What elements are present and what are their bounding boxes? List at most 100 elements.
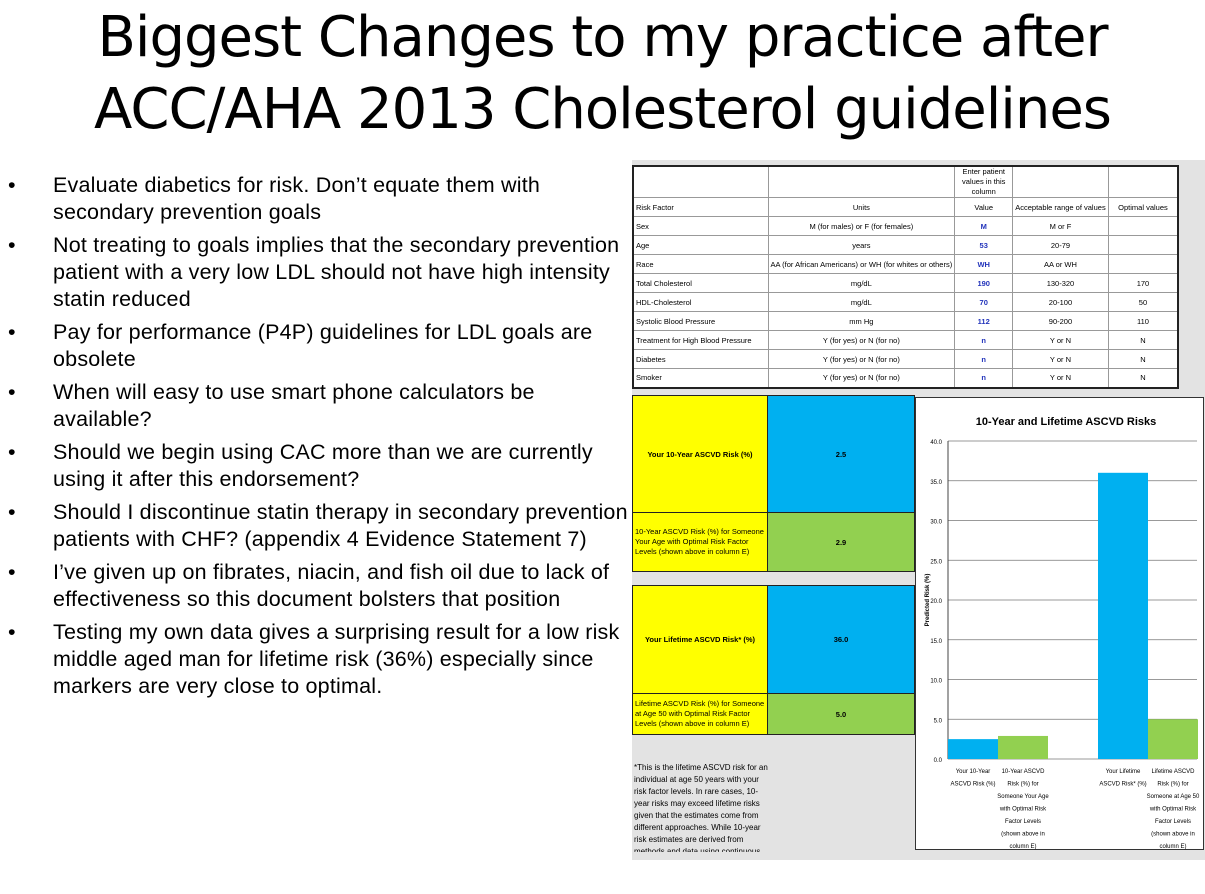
optimal-cell: N — [1107, 368, 1179, 388]
header-value: Value — [954, 197, 1014, 217]
table-row: Race AA (for African Americans) or WH (fo… — [632, 254, 1179, 274]
header-units: Units — [767, 197, 956, 217]
y-tick-label: 20.0 — [930, 599, 942, 605]
risk-factor-cell: Race — [632, 254, 769, 274]
units-cell: AA (for African Americans) or WH (for wh… — [767, 254, 956, 274]
bar — [1148, 719, 1198, 759]
table-row: Sex M (for males) or F (for females) M M or… — [632, 216, 1179, 236]
units-cell: years — [767, 235, 956, 255]
optimal-cell: 170 — [1107, 273, 1179, 293]
bullet-icon: • — [8, 320, 16, 344]
value-input-cell[interactable]: 70 — [954, 292, 1014, 312]
units-cell: mg/dL — [767, 292, 956, 312]
units-cell: Y (for yes) or N (for no) — [767, 349, 956, 369]
bullet-text: Not treating to goals implies that the s… — [53, 233, 620, 311]
risk-factor-cell: Total Cholesterol — [632, 273, 769, 293]
value-input-cell[interactable]: 53 — [954, 235, 1014, 255]
bullet-text: Testing my own data gives a surprising r… — [53, 620, 620, 698]
bar — [948, 739, 998, 759]
bullet-item: • Pay for performance (P4P) guidelines fo… — [8, 319, 628, 373]
y-tick-label: 15.0 — [930, 639, 942, 645]
risk-factor-cell: Treatment for High Blood Pressure — [632, 330, 769, 350]
bullet-text: Evaluate diabetics for risk. Don’t equat… — [53, 173, 541, 224]
optimal-cell — [1107, 235, 1179, 255]
y-axis-label: Predicted Risk (%) — [925, 574, 931, 627]
bullet-icon: • — [8, 560, 16, 584]
value-input-cell[interactable]: 190 — [954, 273, 1014, 293]
value-input-cell[interactable]: 112 — [954, 311, 1014, 331]
units-cell: Y (for yes) or N (for no) — [767, 330, 956, 350]
risk-factor-cell: Systolic Blood Pressure — [632, 311, 769, 331]
result-value-lifetime[interactable]: 36.0 — [767, 585, 915, 694]
table-row: HDL-Cholesterol mg/dL 70 20-100 50 — [632, 292, 1179, 312]
value-input-cell[interactable]: n — [954, 330, 1014, 350]
range-cell: 130-320 — [1012, 273, 1109, 293]
value-input-cell[interactable]: WH — [954, 254, 1014, 274]
bar — [998, 735, 1048, 759]
chart-title: 10-Year and Lifetime ASCVD Risks — [976, 416, 1157, 428]
result-value-10yr-optimal[interactable]: 2.9 — [767, 512, 915, 572]
risk-factor-cell: Age — [632, 235, 769, 255]
value-input-cell[interactable]: n — [954, 368, 1014, 388]
table-row: Systolic Blood Pressure mm Hg 112 90-200 110 — [632, 311, 1179, 331]
table-row: Age years 53 20-79 — [632, 235, 1179, 255]
bullet-list: • Evaluate diabetics for risk. Don’t equa… — [8, 172, 628, 706]
range-cell: 20-100 — [1012, 292, 1109, 312]
x-tick-label: Lifetime ASCVD Risk (%) for Someone at Age… — [1147, 769, 1200, 849]
y-tick-label: 35.0 — [930, 480, 942, 486]
table-row: Treatment for High Blood Pressure Y (for … — [632, 330, 1179, 350]
y-tick-label: 40.0 — [930, 440, 942, 446]
header-risk-factor: Risk Factor — [632, 197, 769, 217]
result-label-10yr: Your 10-Year ASCVD Risk (%) — [632, 395, 768, 513]
x-tick-label: Your Lifetime ASCVD Risk* (%) — [1099, 769, 1146, 788]
bullet-item: • I’ve given up on fibrates, niacin, and … — [8, 559, 628, 613]
bullet-item: • Should we begin using CAC more than we … — [8, 439, 628, 493]
bullet-icon: • — [8, 233, 16, 257]
bullet-item: • Testing my own data gives a surprising … — [8, 619, 628, 700]
bullet-item: • Evaluate diabetics for risk. Don’t equa… — [8, 172, 628, 226]
value-input-cell[interactable]: n — [954, 349, 1014, 369]
bullet-icon: • — [8, 620, 16, 644]
result-label-lifetime: Your Lifetime ASCVD Risk* (%) — [632, 585, 768, 694]
optimal-cell: N — [1107, 330, 1179, 350]
y-tick-label: 0.0 — [934, 758, 943, 764]
bullet-text: Should I discontinue statin therapy in s… — [53, 500, 628, 551]
units-cell: mg/dL — [767, 273, 956, 293]
units-cell: mm Hg — [767, 311, 956, 331]
bullet-icon: • — [8, 173, 16, 197]
bullet-item: • When will easy to use smart phone calcu… — [8, 379, 628, 433]
value-input-cell[interactable]: M — [954, 216, 1014, 236]
table-row: Diabetes Y (for yes) or N (for no) n Y or N… — [632, 349, 1179, 369]
risk-factor-cell: HDL-Cholesterol — [632, 292, 769, 312]
range-cell: 20-79 — [1012, 235, 1109, 255]
bullet-text: Pay for performance (P4P) guidelines for… — [53, 320, 593, 371]
bar — [1098, 472, 1148, 759]
y-tick-label: 5.0 — [934, 718, 943, 724]
bullet-icon: • — [8, 500, 16, 524]
y-tick-label: 10.0 — [930, 679, 942, 685]
result-value-10yr[interactable]: 2.5 — [767, 395, 915, 513]
range-cell: M or F — [1012, 216, 1109, 236]
range-cell: Y or N — [1012, 330, 1109, 350]
risk-factor-cell: Smoker — [632, 368, 769, 388]
range-cell: 90-200 — [1012, 311, 1109, 331]
header-range: Acceptable range of values — [1012, 197, 1109, 217]
y-tick-label: 30.0 — [930, 520, 942, 526]
result-value-lifetime-optimal[interactable]: 5.0 — [767, 693, 915, 735]
x-tick-label: Your 10-Year ASCVD Risk (%) — [950, 769, 995, 788]
range-cell: AA or WH — [1012, 254, 1109, 274]
risk-chart: 10-Year and Lifetime ASCVD Risks 0.0 5.0 10… — [915, 397, 1204, 850]
x-tick-label: 10-Year ASCVD Risk (%) for Someone Your Ag… — [997, 769, 1049, 849]
result-label-10yr-optimal: 10-Year ASCVD Risk (%) for Someone Your … — [632, 512, 768, 572]
title-line-2: ACC/AHA 2013 Cholesterol guidelines — [94, 77, 1112, 142]
bullet-icon: • — [8, 380, 16, 404]
table-row: Total Cholesterol mg/dL 190 130-320 170 — [632, 273, 1179, 293]
risk-factor-cell: Diabetes — [632, 349, 769, 369]
bullet-item: • Should I discontinue statin therapy in … — [8, 499, 628, 553]
enter-values-note: Enter patient values in this column — [954, 165, 1014, 198]
bullet-icon: • — [8, 440, 16, 464]
risk-factor-cell: Sex — [632, 216, 769, 236]
bullet-text: When will easy to use smart phone calcul… — [53, 380, 535, 431]
optimal-cell: 110 — [1107, 311, 1179, 331]
